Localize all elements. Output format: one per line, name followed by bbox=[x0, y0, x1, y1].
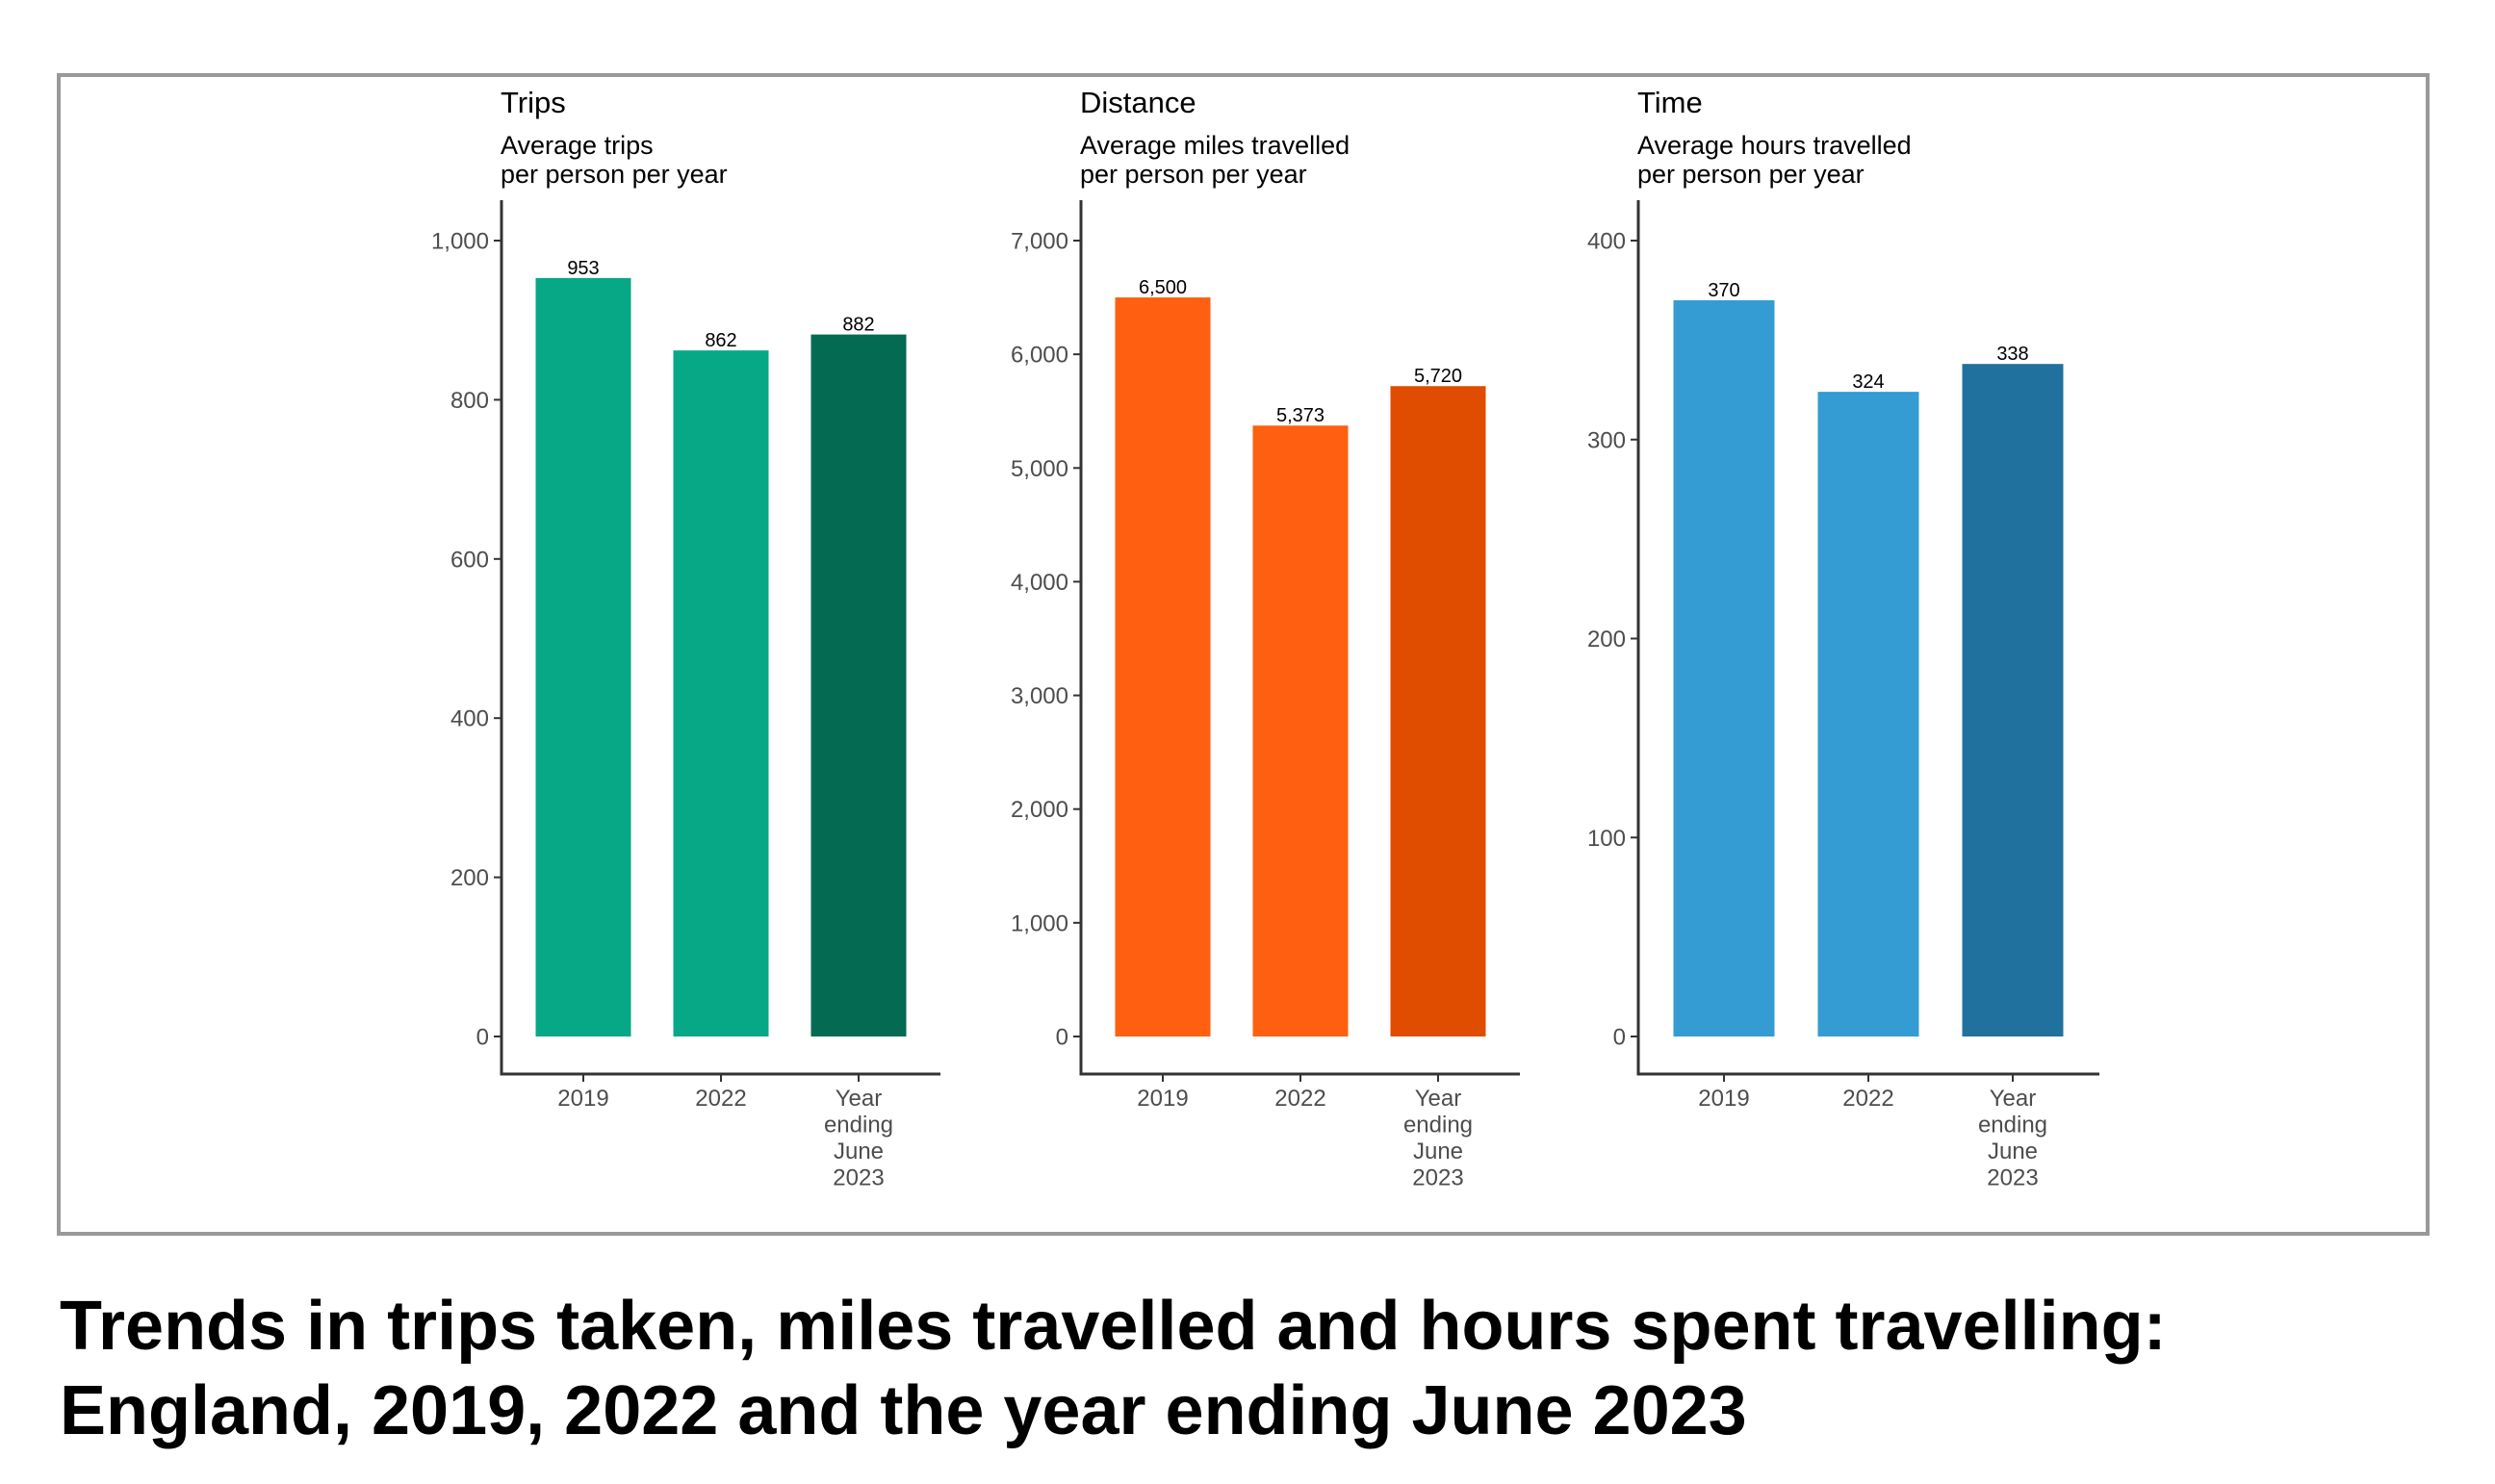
y-tick-label: 300 bbox=[1587, 427, 1626, 453]
data-label: 882 bbox=[842, 315, 874, 336]
data-label: 6,500 bbox=[1139, 277, 1187, 298]
figure-title: Trends in trips taken, miles travelled a… bbox=[60, 1284, 2447, 1453]
panel-subtitle-line: per person per year bbox=[1080, 160, 1307, 189]
x-tick-label: ending bbox=[1978, 1113, 2047, 1139]
x-tick-label: 2019 bbox=[1137, 1086, 1188, 1112]
figure-title-line-2: England, 2019, 2022 and the year ending … bbox=[60, 1372, 1747, 1449]
y-tick-label: 100 bbox=[1587, 826, 1626, 852]
y-tick-label: 4,000 bbox=[1011, 570, 1068, 596]
y-tick-label: 1,000 bbox=[431, 229, 489, 255]
data-label: 862 bbox=[705, 330, 736, 351]
figure-title-line-1: Trends in trips taken, miles travelled a… bbox=[60, 1288, 2167, 1365]
x-tick-label: 2022 bbox=[695, 1086, 746, 1112]
bar bbox=[810, 334, 907, 1036]
panel-subtitle-line: Average hours travelled bbox=[1637, 131, 1912, 160]
x-tick-label: June bbox=[834, 1139, 884, 1164]
y-tick-label: 400 bbox=[450, 706, 489, 732]
y-tick-label: 6,000 bbox=[1011, 343, 1068, 369]
x-tick-label: Year bbox=[1990, 1086, 2037, 1112]
y-tick-label: 0 bbox=[1056, 1025, 1068, 1051]
y-tick-label: 0 bbox=[476, 1025, 489, 1051]
y-tick-label: 5,000 bbox=[1011, 456, 1068, 482]
panel-subtitle-line: per person per year bbox=[501, 160, 728, 189]
y-tick-label: 600 bbox=[450, 547, 489, 573]
figure-frame bbox=[57, 73, 2430, 1236]
x-tick-label: June bbox=[1988, 1139, 2038, 1164]
bar bbox=[673, 350, 769, 1037]
data-label: 953 bbox=[567, 258, 599, 279]
data-label: 5,373 bbox=[1276, 405, 1325, 426]
x-tick-label: 2022 bbox=[1842, 1086, 1893, 1112]
y-tick-label: 3,000 bbox=[1011, 683, 1068, 709]
data-label: 338 bbox=[1996, 344, 2028, 365]
x-tick-label: 2023 bbox=[1412, 1165, 1463, 1191]
bar bbox=[1115, 297, 1211, 1037]
bar bbox=[1962, 364, 2064, 1036]
y-tick-label: 800 bbox=[450, 388, 489, 414]
bar bbox=[1673, 300, 1775, 1036]
bar bbox=[535, 277, 631, 1036]
x-tick-label: Year bbox=[1415, 1086, 1462, 1112]
y-tick-label: 0 bbox=[1613, 1025, 1626, 1051]
y-tick-label: 1,000 bbox=[1011, 910, 1068, 936]
x-tick-label: 2023 bbox=[833, 1165, 884, 1191]
data-label: 5,720 bbox=[1414, 366, 1462, 387]
panel-subtitle-line: per person per year bbox=[1637, 160, 1865, 189]
panel-title: Time bbox=[1637, 86, 1703, 119]
x-tick-label: 2019 bbox=[557, 1086, 608, 1112]
x-tick-label: 2022 bbox=[1274, 1086, 1325, 1112]
data-label: 370 bbox=[1708, 280, 1739, 301]
x-tick-label: 2023 bbox=[1987, 1165, 2038, 1191]
panel-subtitle-line: Average trips bbox=[501, 131, 654, 160]
x-tick-label: 2019 bbox=[1698, 1086, 1749, 1112]
y-tick-label: 200 bbox=[1587, 627, 1626, 652]
x-tick-label: ending bbox=[824, 1113, 893, 1139]
data-label: 324 bbox=[1852, 371, 1884, 393]
panel-subtitle-line: Average miles travelled bbox=[1080, 131, 1350, 160]
x-tick-label: ending bbox=[1403, 1113, 1473, 1139]
y-tick-label: 400 bbox=[1587, 229, 1626, 255]
panel-title: Trips bbox=[501, 86, 566, 119]
y-tick-label: 7,000 bbox=[1011, 229, 1068, 255]
panel-title: Distance bbox=[1080, 86, 1196, 119]
x-tick-label: Year bbox=[836, 1086, 883, 1112]
y-tick-label: 2,000 bbox=[1011, 797, 1068, 823]
bar bbox=[1252, 425, 1349, 1037]
x-tick-label: June bbox=[1413, 1139, 1463, 1164]
y-tick-label: 200 bbox=[450, 865, 489, 891]
bar bbox=[1390, 386, 1486, 1036]
bar bbox=[1817, 392, 1919, 1036]
